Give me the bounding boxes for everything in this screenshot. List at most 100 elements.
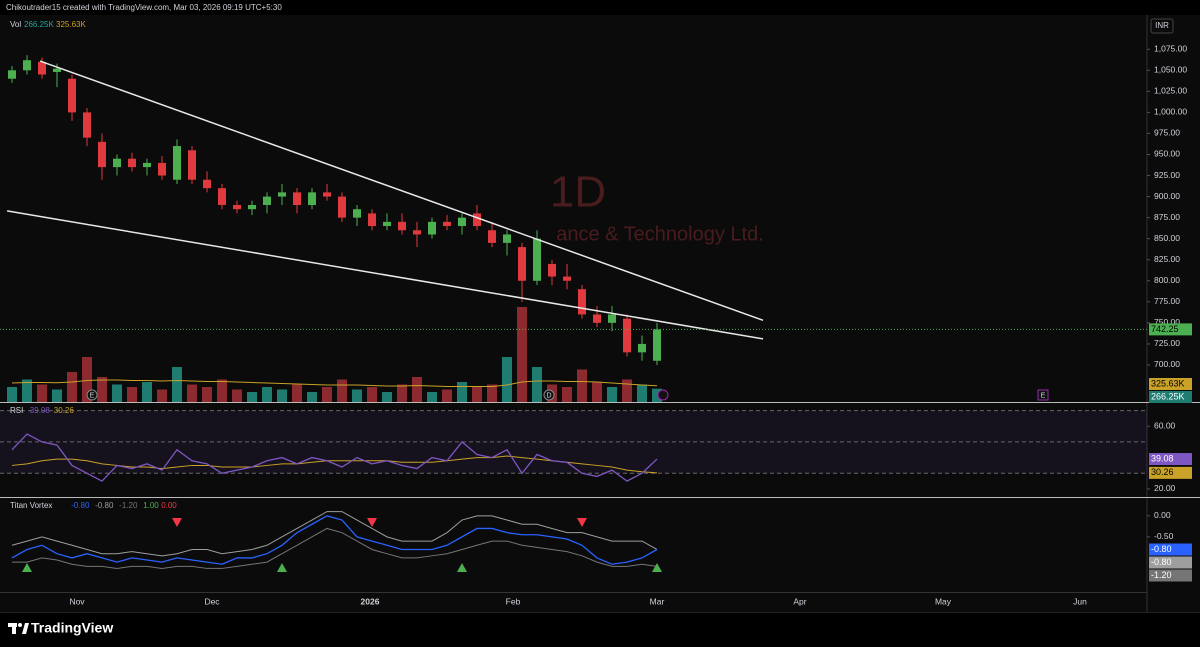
event-marker xyxy=(86,389,98,401)
volume-bar xyxy=(652,388,662,402)
candle-body xyxy=(188,150,196,180)
candle-body xyxy=(473,213,481,227)
volume-bar xyxy=(367,387,377,402)
tradingview-logo: TradingView xyxy=(8,620,113,636)
legend-value: 39.08 xyxy=(30,406,51,415)
series-badge: -1.20 xyxy=(1151,570,1172,580)
volume-bar xyxy=(427,392,437,402)
author-line: Chikoutrader15 created with TradingView.… xyxy=(6,3,282,12)
series-badge-bg xyxy=(1149,466,1192,479)
volume-bar xyxy=(247,392,257,402)
candle-body xyxy=(98,141,106,168)
volume-bar xyxy=(157,389,167,402)
volume-bar xyxy=(397,384,407,402)
time-label: Nov xyxy=(69,596,85,606)
event-marker xyxy=(543,389,555,401)
volume-bar xyxy=(517,307,527,402)
volume-badge: 266.25K xyxy=(1151,391,1185,401)
candle-body xyxy=(563,276,571,281)
y-tick-label: 725.00 xyxy=(1154,338,1180,348)
sell-signal xyxy=(172,518,182,527)
currency: INR xyxy=(1155,21,1169,30)
candle-body xyxy=(653,329,661,361)
y-tick-label: 850.00 xyxy=(1154,233,1180,243)
candle-body xyxy=(68,78,76,113)
time-label: 2026 xyxy=(361,596,380,606)
y-tick-label: 1,000.00 xyxy=(1154,107,1187,117)
legend-value: -1.20 xyxy=(119,501,138,510)
volume-bar xyxy=(217,379,227,402)
legend-param: 1.00 xyxy=(143,501,159,510)
legend-name: Vol xyxy=(10,20,21,29)
candle-body xyxy=(443,221,451,227)
volume-bar xyxy=(577,369,587,402)
volume-bar xyxy=(412,377,422,402)
time-label: Mar xyxy=(650,596,665,606)
volume-bar xyxy=(22,379,32,402)
logo-part xyxy=(22,623,29,634)
candle-body xyxy=(533,238,541,281)
candle-body xyxy=(143,162,151,168)
legend-value: -0.80 xyxy=(71,501,90,510)
y-tick-label: 750.00 xyxy=(1154,317,1180,327)
buy-signal xyxy=(277,563,287,572)
volume-badge-bg xyxy=(1149,391,1192,403)
logo-part xyxy=(12,623,16,634)
sell-signal xyxy=(367,518,377,527)
y-tick-label: 60.00 xyxy=(1154,421,1176,431)
event-marker xyxy=(1037,389,1049,401)
y-tick-label: 825.00 xyxy=(1154,254,1180,264)
y-tick-label: 1,050.00 xyxy=(1154,65,1187,75)
volume-bar xyxy=(457,382,467,402)
candle-body xyxy=(503,234,511,243)
candle-body xyxy=(158,162,166,176)
volume-bar xyxy=(292,384,302,402)
volume-bar xyxy=(187,384,197,402)
watermark-name: ance & Technology Ltd. xyxy=(556,223,764,245)
volume-bar xyxy=(277,389,287,402)
time-label: Dec xyxy=(204,596,220,606)
candle-body xyxy=(323,192,331,197)
y-tick-label: 875.00 xyxy=(1154,212,1180,222)
volume-bar xyxy=(37,384,47,402)
y-tick-label: 700.00 xyxy=(1154,359,1180,369)
volume-bar xyxy=(97,377,107,402)
dividend-icon xyxy=(657,389,669,401)
volume-bar xyxy=(232,389,242,402)
last-price: 742.25 xyxy=(1151,324,1179,334)
candle-body xyxy=(518,247,526,281)
series-line xyxy=(12,527,658,569)
y-tick-label: -0.50 xyxy=(1154,531,1174,541)
candle-body xyxy=(353,209,361,218)
y-tick-label: 800.00 xyxy=(1154,275,1180,285)
volume-bar xyxy=(82,357,92,402)
legend-value: 266.25K xyxy=(24,20,54,29)
candle-body xyxy=(23,60,31,71)
volume-bar xyxy=(262,387,272,402)
price-axis xyxy=(1147,15,1200,612)
volume-bar xyxy=(322,387,332,402)
series-badge: -0.80 xyxy=(1151,544,1172,554)
candle-body xyxy=(593,314,601,323)
volume-ma-badge: 325.63K xyxy=(1151,378,1185,388)
buy-signal xyxy=(457,563,467,572)
candle-body xyxy=(413,230,421,235)
candle-body xyxy=(608,314,616,323)
volume-bar xyxy=(607,387,617,402)
legend-value: 30.26 xyxy=(54,406,75,415)
candle-body xyxy=(578,289,586,315)
y-tick-label: 900.00 xyxy=(1154,191,1180,201)
time-label: Feb xyxy=(506,596,521,606)
watermark: 1D ance & Technology Ltd. xyxy=(550,168,764,246)
time-label: Jun xyxy=(1073,596,1087,606)
volume-bar xyxy=(172,367,182,402)
volume-ma-badge-bg xyxy=(1149,378,1192,390)
volume-bar xyxy=(562,387,572,402)
volume-bar xyxy=(502,357,512,402)
candle-body xyxy=(173,146,181,180)
candle-body xyxy=(233,205,241,210)
series-badge-bg xyxy=(1149,453,1192,466)
candle-body xyxy=(53,68,61,72)
pane-title: RSI xyxy=(10,406,23,415)
